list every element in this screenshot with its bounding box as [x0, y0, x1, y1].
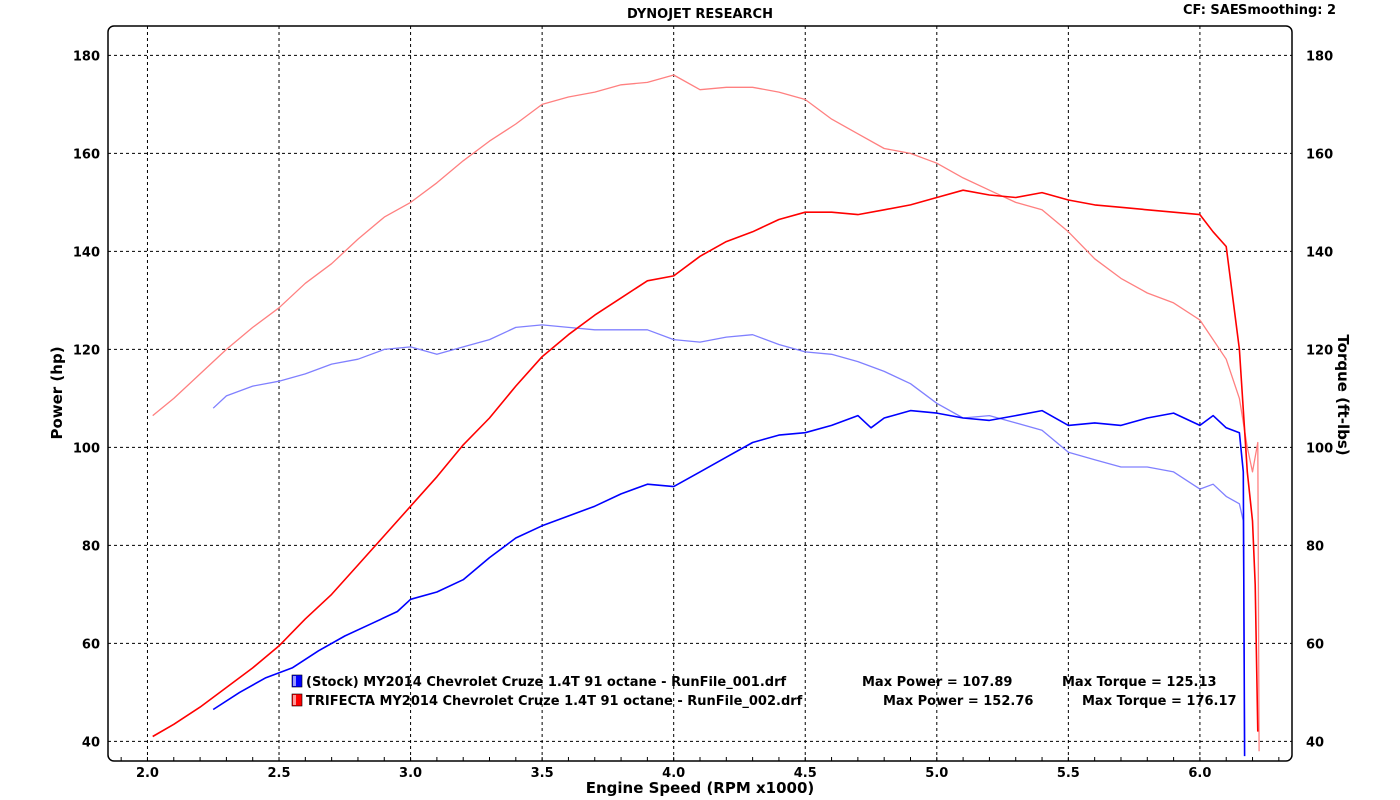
legend: (Stock) MY2014 Chevrolet Cruze 1.4T 91 o…: [291, 674, 1237, 709]
legend-swatch-stock: [291, 674, 303, 688]
y-tick-label-right: 40: [1306, 735, 1324, 750]
y-tick-label-left: 60: [82, 637, 100, 652]
y-tick-label-right: 60: [1306, 637, 1324, 652]
x-tick-label: 6.0: [1188, 766, 1211, 781]
x-tick-label: 2.5: [268, 766, 291, 781]
smoothing-label: Smoothing: 2: [1238, 3, 1336, 18]
y-tick-label-right: 140: [1306, 245, 1333, 260]
legend-max-power-trifecta: Max Power = 152.76: [883, 694, 1033, 709]
x-tick-label: 2.0: [136, 766, 159, 781]
axis-ticks: 2.0 2.5 3.0 3.5 4.0 4.5 5.0 5.5 6.0 40 40 60 60 80 80 1…: [73, 49, 1333, 781]
y-tick-label-left: 180: [73, 49, 100, 64]
y-tick-label-right: 180: [1306, 49, 1333, 64]
y-axis-left-label: Power (hp): [48, 346, 66, 439]
series-lines: [152, 74, 1260, 757]
x-tick-label: 4.5: [794, 766, 817, 781]
legend-swatch-trifecta: [291, 693, 303, 707]
stock-power-line: [212, 409, 1246, 757]
x-tick-label: 3.5: [531, 766, 554, 781]
x-tick-label: 4.0: [662, 766, 685, 781]
stock-torque-line: [212, 324, 1246, 742]
legend-name-stock: (Stock) MY2014 Chevrolet Cruze 1.4T 91 o…: [306, 675, 786, 690]
trifecta-power-line: [152, 189, 1259, 738]
grid: [108, 26, 1292, 761]
x-tick-label: 5.5: [1057, 766, 1080, 781]
y-tick-label-right: 80: [1306, 539, 1324, 554]
x-tick-label: 3.0: [399, 766, 422, 781]
plot-area: [107, 25, 1293, 762]
correction-factor-label: CF: SAE: [1183, 3, 1239, 18]
y-tick-label-left: 80: [82, 539, 100, 554]
x-tick-label: 5.0: [925, 766, 948, 781]
y-tick-label-left: 100: [73, 441, 100, 456]
y-tick-label-right: 160: [1306, 147, 1333, 162]
legend-name-trifecta: TRIFECTA MY2014 Chevrolet Cruze 1.4T 91 …: [306, 694, 803, 709]
y-axis-right-label: Torque (ft-lbs): [1334, 334, 1352, 455]
y-tick-label-right: 100: [1306, 441, 1333, 456]
y-tick-label-right: 120: [1306, 343, 1333, 358]
y-tick-label-left: 40: [82, 735, 100, 750]
x-axis-label: Engine Speed (RPM x1000): [586, 779, 815, 797]
y-tick-label-left: 140: [73, 245, 100, 260]
trifecta-torque-line: [152, 74, 1260, 752]
y-tick-label-left: 120: [73, 343, 100, 358]
y-tick-label-left: 160: [73, 147, 100, 162]
chart-title: DYNOJET RESEARCH: [627, 7, 773, 22]
legend-max-torque-trifecta: Max Torque = 176.17: [1082, 694, 1237, 709]
legend-max-power-stock: Max Power = 107.89: [862, 675, 1012, 690]
legend-max-torque-stock: Max Torque = 125.13: [1062, 675, 1217, 690]
